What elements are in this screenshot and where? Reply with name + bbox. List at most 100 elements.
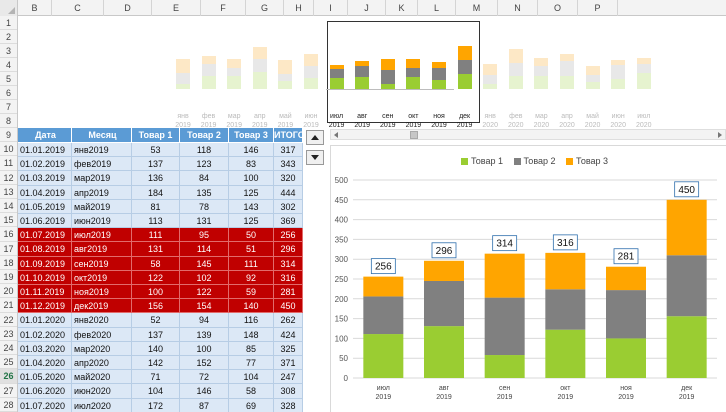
column-header-i[interactable]: I bbox=[314, 0, 348, 16]
mini-chart-bar[interactable] bbox=[278, 16, 293, 89]
cell-month[interactable]: фев2020 bbox=[72, 327, 132, 342]
column-header-e[interactable]: E bbox=[152, 0, 201, 16]
cell-month[interactable]: июн2019 bbox=[72, 214, 132, 229]
column-header-b[interactable]: B bbox=[18, 0, 52, 16]
scroll-right-icon[interactable] bbox=[718, 132, 722, 138]
column-header-f[interactable]: F bbox=[201, 0, 246, 16]
cell-product-2[interactable]: 94 bbox=[180, 313, 229, 328]
mini-chart-bar[interactable] bbox=[252, 16, 267, 89]
cell-product-1[interactable]: 156 bbox=[132, 299, 180, 314]
cell-date[interactable]: 01.02.2019 bbox=[18, 157, 72, 172]
row-header-18[interactable]: 18 bbox=[0, 256, 17, 270]
row-header-16[interactable]: 16 bbox=[0, 227, 17, 242]
cell-date[interactable]: 01.11.2019 bbox=[18, 285, 72, 300]
header-total[interactable]: ИТОГО bbox=[274, 128, 303, 143]
mini-chart-window-frame[interactable] bbox=[327, 21, 480, 123]
row-header-5[interactable]: 5 bbox=[0, 72, 17, 86]
cell-month[interactable]: апр2019 bbox=[72, 185, 132, 200]
cell-date[interactable]: 01.02.2020 bbox=[18, 327, 72, 342]
scroll-left-icon[interactable] bbox=[334, 132, 338, 138]
cell-product-3[interactable]: 92 bbox=[229, 270, 274, 285]
cell-product-3[interactable]: 59 bbox=[229, 285, 274, 300]
cell-date[interactable]: 01.03.2020 bbox=[18, 341, 72, 356]
cell-product-1[interactable]: 172 bbox=[132, 398, 180, 412]
cell-total[interactable]: 308 bbox=[274, 384, 303, 399]
mini-chart-bar[interactable] bbox=[176, 16, 190, 89]
cell-total[interactable]: 296 bbox=[274, 242, 303, 257]
header-month[interactable]: Месяц bbox=[72, 128, 132, 143]
cell-product-3[interactable]: 104 bbox=[229, 370, 274, 385]
cell-month[interactable]: май2019 bbox=[72, 199, 132, 214]
row-header-1[interactable]: 1 bbox=[0, 16, 17, 30]
mini-chart-bar[interactable] bbox=[380, 16, 395, 89]
mini-chart-bar[interactable] bbox=[304, 16, 318, 89]
cell-total[interactable]: 302 bbox=[274, 199, 303, 214]
column-header-o[interactable]: O bbox=[538, 0, 578, 16]
cell-product-3[interactable]: 125 bbox=[229, 214, 274, 229]
cell-product-2[interactable]: 87 bbox=[180, 398, 229, 412]
cell-date[interactable]: 01.06.2020 bbox=[18, 384, 72, 399]
row-header-14[interactable]: 14 bbox=[0, 199, 17, 214]
cell-product-2[interactable]: 118 bbox=[180, 143, 229, 158]
cell-product-2[interactable]: 114 bbox=[180, 242, 229, 257]
cell-date[interactable]: 01.08.2019 bbox=[18, 242, 72, 257]
cell-product-2[interactable]: 145 bbox=[180, 256, 229, 271]
cell-total[interactable]: 371 bbox=[274, 356, 303, 371]
column-header-g[interactable]: G bbox=[246, 0, 284, 16]
row-header-28[interactable]: 28 bbox=[0, 398, 17, 412]
row-header-20[interactable]: 20 bbox=[0, 284, 17, 299]
select-all-corner[interactable] bbox=[0, 0, 18, 16]
cell-product-2[interactable]: 84 bbox=[180, 171, 229, 186]
cell-date[interactable]: 01.07.2019 bbox=[18, 228, 72, 243]
cell-product-2[interactable]: 152 bbox=[180, 356, 229, 371]
column-header-d[interactable]: D bbox=[104, 0, 152, 16]
cell-product-2[interactable]: 102 bbox=[180, 270, 229, 285]
mini-chart-bar[interactable] bbox=[534, 16, 549, 89]
cell-date[interactable]: 01.05.2020 bbox=[18, 370, 72, 385]
row-header-4[interactable]: 4 bbox=[0, 58, 17, 72]
column-header-h[interactable]: H bbox=[284, 0, 314, 16]
cell-total[interactable]: 317 bbox=[274, 143, 303, 158]
cell-product-3[interactable]: 146 bbox=[229, 143, 274, 158]
cell-date[interactable]: 01.05.2019 bbox=[18, 199, 72, 214]
row-header-13[interactable]: 13 bbox=[0, 185, 17, 199]
cell-month[interactable]: окт2019 bbox=[72, 270, 132, 285]
cell-date[interactable]: 01.06.2019 bbox=[18, 214, 72, 229]
header-product-2[interactable]: Товар 2 bbox=[180, 128, 229, 143]
mini-chart-bar[interactable] bbox=[406, 16, 421, 89]
cell-month[interactable]: июл2020 bbox=[72, 398, 132, 412]
cell-product-1[interactable]: 122 bbox=[132, 270, 180, 285]
cell-month[interactable]: май2020 bbox=[72, 370, 132, 385]
cell-product-1[interactable]: 142 bbox=[132, 356, 180, 371]
mini-chart-bar[interactable] bbox=[355, 16, 370, 89]
cell-date[interactable]: 01.09.2019 bbox=[18, 256, 72, 271]
cell-month[interactable]: янв2020 bbox=[72, 313, 132, 328]
row-header-15[interactable]: 15 bbox=[0, 213, 17, 228]
mini-chart-bar[interactable] bbox=[432, 16, 446, 89]
cell-product-1[interactable]: 104 bbox=[132, 384, 180, 399]
cell-product-1[interactable]: 71 bbox=[132, 370, 180, 385]
cell-month[interactable]: июн2020 bbox=[72, 384, 132, 399]
cell-product-1[interactable]: 137 bbox=[132, 157, 180, 172]
cell-month[interactable]: сен2019 bbox=[72, 256, 132, 271]
row-header-8[interactable]: 8 bbox=[0, 114, 17, 128]
cell-product-3[interactable]: 125 bbox=[229, 185, 274, 200]
spin-up-button[interactable] bbox=[306, 130, 324, 145]
cell-product-3[interactable]: 77 bbox=[229, 356, 274, 371]
cell-product-1[interactable]: 100 bbox=[132, 285, 180, 300]
mini-chart-bar[interactable] bbox=[329, 16, 344, 89]
mini-chart-bar[interactable] bbox=[483, 16, 498, 89]
cell-product-3[interactable]: 51 bbox=[229, 242, 274, 257]
header-product-1[interactable]: Товар 1 bbox=[132, 128, 180, 143]
cell-product-2[interactable]: 146 bbox=[180, 384, 229, 399]
cell-product-2[interactable]: 135 bbox=[180, 185, 229, 200]
cell-product-2[interactable]: 139 bbox=[180, 327, 229, 342]
row-header-26[interactable]: 26 bbox=[0, 369, 17, 384]
cell-product-3[interactable]: 85 bbox=[229, 341, 274, 356]
row-header-12[interactable]: 12 bbox=[0, 171, 17, 185]
cell-total[interactable]: 444 bbox=[274, 185, 303, 200]
cell-total[interactable]: 343 bbox=[274, 157, 303, 172]
cell-date[interactable]: 01.04.2020 bbox=[18, 356, 72, 371]
row-header-24[interactable]: 24 bbox=[0, 341, 17, 356]
cell-month[interactable]: июл2019 bbox=[72, 228, 132, 243]
